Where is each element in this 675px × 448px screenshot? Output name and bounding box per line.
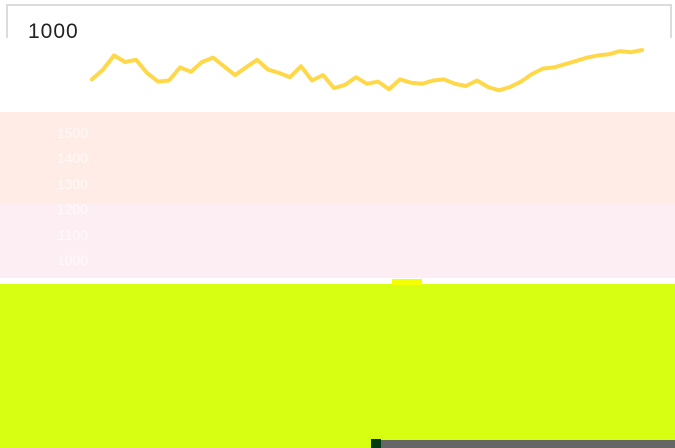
background-band-salmon <box>0 112 675 204</box>
top-label: 1000 <box>28 20 79 43</box>
background-band-lime <box>0 284 675 448</box>
y-axis-tick: 1500 <box>56 124 88 141</box>
y-axis-tick: 1600 <box>56 99 88 115</box>
y-axis-tick: 1700 <box>56 73 88 90</box>
chart-frame <box>6 4 672 38</box>
hover-highlight <box>392 279 422 285</box>
horizontal-scrollbar[interactable] <box>381 440 675 448</box>
y-axis-tick: 1800 <box>56 48 88 64</box>
y-axis-tick: 1200 <box>56 201 88 217</box>
scroll-marker[interactable] <box>371 439 381 448</box>
background-band-pink <box>0 204 675 278</box>
y-axis-tick: 1000 <box>56 252 88 268</box>
y-axis-tick: 1300 <box>56 175 88 192</box>
y-axis-tick: 1400 <box>56 150 88 166</box>
y-axis-tick: 1100 <box>57 226 88 243</box>
series-line <box>90 48 644 93</box>
